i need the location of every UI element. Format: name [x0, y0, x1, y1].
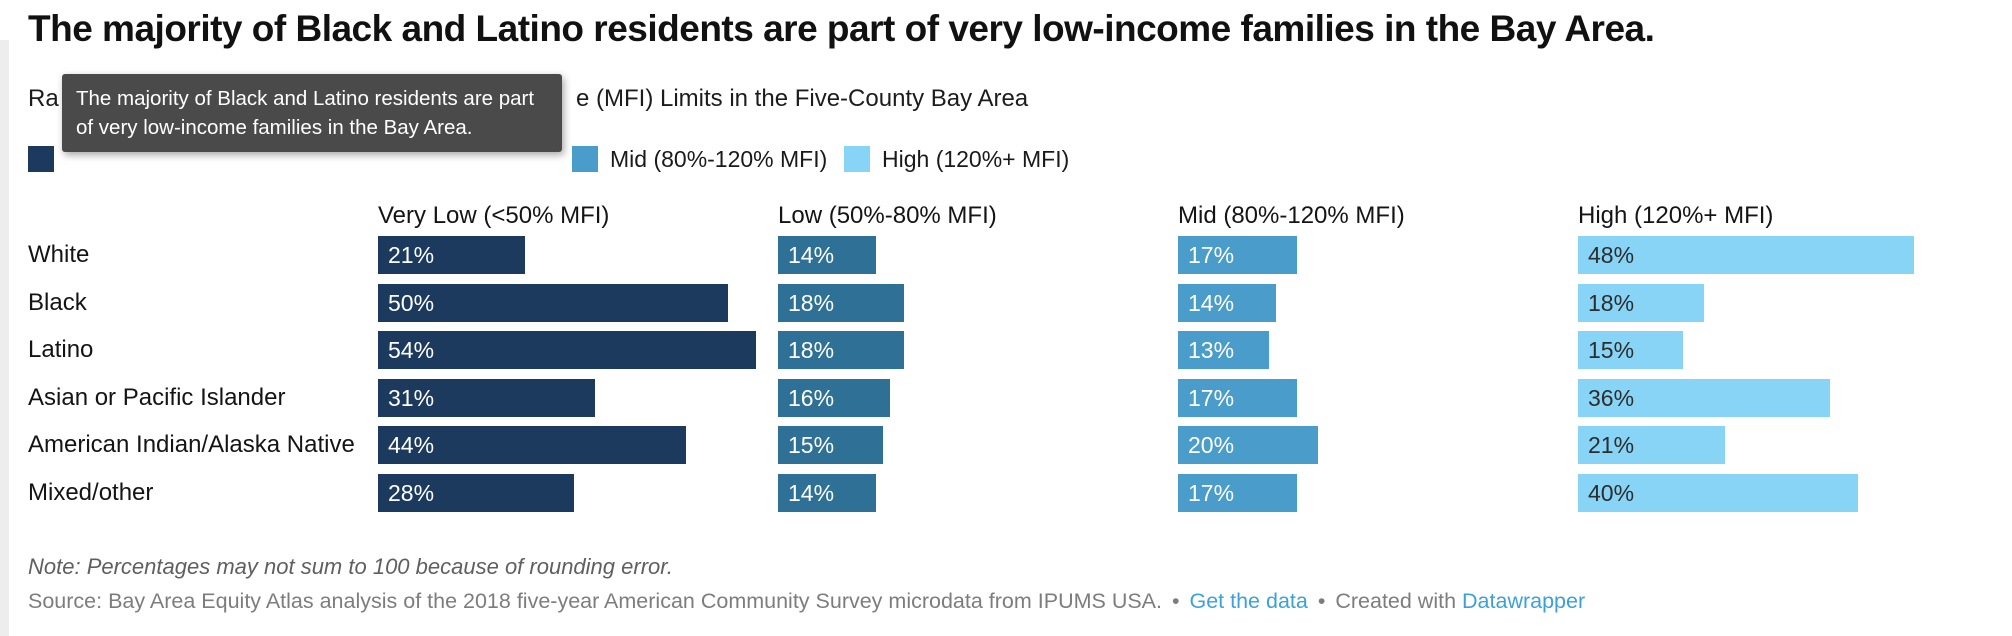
row-label: Mixed/other [28, 479, 154, 506]
bar[interactable]: 17% [1178, 474, 1297, 512]
bar-value-label: 17% [1188, 242, 1235, 268]
legend-item-very-low [28, 146, 54, 172]
bar-value-label: 36% [1588, 385, 1635, 411]
bar-value-label: 18% [1588, 290, 1635, 316]
source-text: Source: Bay Area Equity Atlas analysis o… [28, 589, 1162, 613]
bar-value-label: 44% [388, 432, 435, 458]
created-with-text: Created with [1335, 589, 1457, 613]
bar[interactable]: 48% [1578, 236, 1914, 274]
bar[interactable]: 44% [378, 426, 686, 464]
bar-value-label: 15% [788, 432, 835, 458]
bar-value-label: 16% [788, 385, 835, 411]
bar-value-label: 21% [388, 242, 435, 268]
column-header-high: High (120%+ MFI) [1578, 202, 1774, 229]
bar-value-label: 14% [1188, 290, 1235, 316]
legend-item-mid: Mid (80%-120% MFI) [572, 146, 827, 172]
get-the-data-link[interactable]: Get the data [1189, 589, 1308, 613]
bar[interactable]: 50% [378, 284, 728, 322]
chart-title: The majority of Black and Latino residen… [28, 8, 1655, 49]
legend-label-high: High (120%+ MFI) [882, 145, 1070, 172]
source-line: Source: Bay Area Equity Atlas analysis o… [28, 589, 1585, 614]
bar[interactable]: 14% [1178, 284, 1276, 322]
page-edge-strip [0, 40, 9, 636]
bar-value-label: 21% [1588, 432, 1635, 458]
column-header-very-low: Very Low (<50% MFI) [378, 202, 610, 229]
bar[interactable]: 15% [778, 426, 883, 464]
bar-value-label: 31% [388, 385, 435, 411]
bar-value-label: 18% [788, 337, 835, 363]
bar[interactable]: 14% [778, 236, 876, 274]
bar[interactable]: 40% [1578, 474, 1858, 512]
separator-dot: • [1317, 589, 1326, 613]
bar-value-label: 20% [1188, 432, 1235, 458]
bar[interactable]: 20% [1178, 426, 1318, 464]
bar[interactable]: 15% [1578, 331, 1683, 369]
bar[interactable]: 18% [1578, 284, 1704, 322]
separator-dot: • [1171, 589, 1180, 613]
bar-value-label: 15% [1588, 337, 1635, 363]
bar-value-label: 17% [1188, 385, 1235, 411]
legend-swatch-high [844, 146, 870, 172]
bar-value-label: 54% [388, 337, 435, 363]
chart-subtitle-prefix: Ra [28, 85, 59, 112]
bar[interactable]: 14% [778, 474, 876, 512]
datawrapper-link[interactable]: Datawrapper [1462, 589, 1586, 613]
bar-value-label: 13% [1188, 337, 1235, 363]
row-label: White [28, 241, 90, 268]
bar-value-label: 28% [388, 480, 435, 506]
bar[interactable]: 54% [378, 331, 756, 369]
column-header-low: Low (50%-80% MFI) [778, 202, 997, 229]
bar-value-label: 48% [1588, 242, 1635, 268]
bar[interactable]: 13% [1178, 331, 1269, 369]
bar-value-label: 14% [788, 480, 835, 506]
bar[interactable]: 17% [1178, 379, 1297, 417]
bar[interactable]: 16% [778, 379, 890, 417]
bar-value-label: 40% [1588, 480, 1635, 506]
bar-value-label: 17% [1188, 480, 1235, 506]
bar[interactable]: 28% [378, 474, 574, 512]
legend-swatch-very-low [28, 146, 54, 172]
bar[interactable]: 18% [778, 331, 904, 369]
bar[interactable]: 21% [1578, 426, 1725, 464]
legend-swatch-mid [572, 146, 598, 172]
chart-subtitle-suffix: e (MFI) Limits in the Five-County Bay Ar… [576, 85, 1029, 112]
legend-item-high: High (120%+ MFI) [844, 146, 1069, 172]
bar[interactable]: 36% [1578, 379, 1830, 417]
row-label: Asian or Pacific Islander [28, 384, 286, 411]
legend-label-mid: Mid (80%-120% MFI) [610, 145, 828, 172]
bar-value-label: 50% [388, 290, 435, 316]
bar[interactable]: 31% [378, 379, 595, 417]
row-label: Latino [28, 336, 94, 363]
bar[interactable]: 21% [378, 236, 525, 274]
bar-value-label: 14% [788, 242, 835, 268]
column-header-mid: Mid (80%-120% MFI) [1178, 202, 1405, 229]
chart-note: Note: Percentages may not sum to 100 bec… [28, 554, 673, 579]
row-label: Black [28, 289, 87, 316]
bar[interactable]: 18% [778, 284, 904, 322]
row-label: American Indian/Alaska Native [28, 431, 355, 458]
bar[interactable]: 17% [1178, 236, 1297, 274]
hover-tooltip: The majority of Black and Latino residen… [62, 74, 562, 152]
bar-value-label: 18% [788, 290, 835, 316]
